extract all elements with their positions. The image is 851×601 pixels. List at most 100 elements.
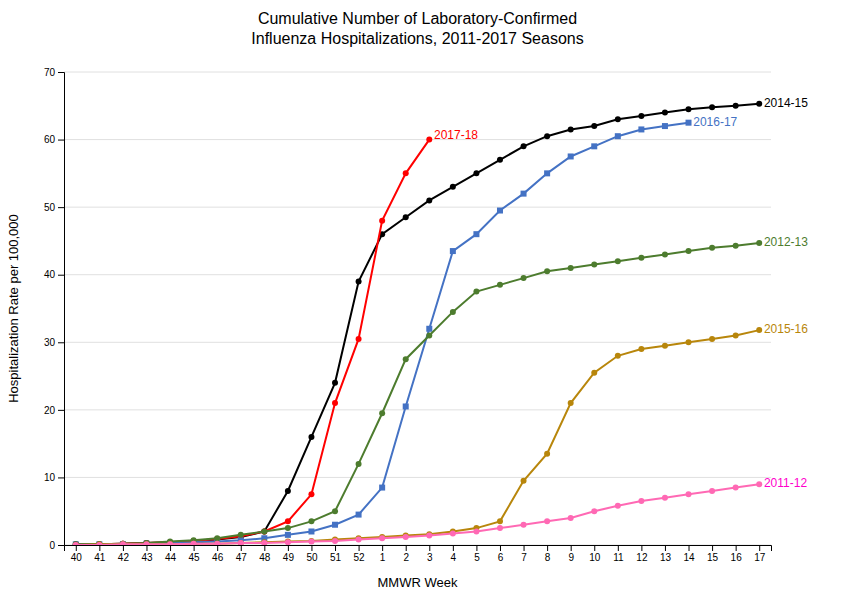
- y-tick: 50: [44, 202, 64, 213]
- tick-label: 44: [165, 552, 177, 563]
- marker: [332, 380, 338, 386]
- series: [73, 327, 762, 545]
- x-axis: 4041424344454647484950515212345678910111…: [65, 545, 772, 563]
- tick-mark: [335, 545, 336, 551]
- marker: [261, 528, 267, 534]
- tick-mark: [547, 545, 548, 551]
- marker: [238, 540, 244, 545]
- tick-label: 20: [44, 405, 56, 416]
- axis-line: [58, 73, 65, 546]
- marker: [356, 278, 362, 284]
- y-axis-title: Hospitalization Rate per 100,000: [6, 214, 21, 403]
- series: [73, 137, 433, 545]
- x-tick: 41: [94, 545, 106, 563]
- marker: [356, 512, 362, 518]
- y-tick: 70: [44, 67, 64, 78]
- marker: [285, 488, 291, 494]
- marker: [214, 541, 220, 545]
- marker: [73, 541, 79, 545]
- tick-label: 50: [306, 552, 318, 563]
- marker: [261, 528, 267, 534]
- tick-mark: [123, 545, 124, 551]
- tick-label: 11: [613, 552, 624, 563]
- marker: [356, 537, 362, 543]
- tick-mark: [712, 545, 713, 551]
- marker: [308, 539, 314, 545]
- marker: [379, 218, 385, 224]
- marker: [261, 540, 267, 545]
- x-tick: 14: [683, 545, 695, 563]
- marker: [638, 255, 644, 261]
- marker: [214, 541, 220, 545]
- grid-line: [64, 409, 771, 410]
- marker: [473, 289, 479, 295]
- marker: [521, 522, 527, 528]
- marker: [591, 262, 597, 268]
- marker: [638, 113, 644, 119]
- marker: [379, 410, 385, 416]
- marker: [686, 339, 692, 345]
- marker: [568, 126, 574, 132]
- tick-label: 6: [498, 552, 504, 563]
- marker: [615, 503, 621, 509]
- grid-line: [64, 342, 771, 343]
- tick-label: 7: [521, 552, 527, 563]
- marker: [332, 522, 338, 528]
- tick-mark: [58, 275, 64, 276]
- x-tick: 49: [283, 545, 295, 563]
- x-tick: 3: [427, 545, 433, 563]
- marker: [568, 515, 574, 521]
- marker: [167, 541, 173, 545]
- title: Cumulative Number of Laboratory-Confirme…: [251, 10, 583, 47]
- marker: [120, 541, 126, 545]
- tick-label: 9: [568, 552, 574, 563]
- marker: [403, 170, 409, 176]
- tick-label: 16: [731, 552, 743, 563]
- marker: [497, 282, 503, 288]
- tick-mark: [736, 545, 737, 551]
- marker: [426, 533, 432, 539]
- tick-label: 52: [354, 552, 366, 563]
- x-tick: 50: [306, 545, 318, 563]
- marker: [120, 541, 126, 545]
- series: [73, 240, 762, 545]
- marker: [497, 525, 503, 531]
- y-tick: 10: [44, 472, 64, 483]
- tick-mark: [665, 545, 666, 551]
- tick-label: 2: [403, 552, 409, 563]
- grid-line: [64, 477, 771, 478]
- marker: [120, 541, 126, 545]
- annotation: 2017-18: [434, 128, 478, 142]
- tick-label: 10: [44, 472, 56, 483]
- marker: [544, 133, 550, 139]
- marker: [733, 333, 739, 339]
- marker: [426, 197, 432, 203]
- marker: [756, 481, 762, 487]
- marker: [733, 243, 739, 249]
- marker: [615, 258, 621, 264]
- marker: [686, 491, 692, 497]
- marker: [96, 542, 102, 545]
- marker: [544, 518, 550, 524]
- marker: [662, 110, 668, 116]
- marker: [403, 534, 409, 540]
- marker: [709, 488, 715, 494]
- tick-mark: [406, 545, 407, 551]
- marker: [96, 541, 102, 545]
- tick-mark: [58, 410, 64, 411]
- marker: [356, 336, 362, 342]
- marker: [662, 123, 668, 129]
- x-tick: 17: [754, 545, 766, 563]
- marker: [615, 116, 621, 122]
- marker: [73, 542, 79, 545]
- x-tick: 40: [71, 545, 83, 563]
- title-line: Influenza Hospitalizations, 2011-2017 Se…: [251, 30, 583, 47]
- marker: [426, 333, 432, 339]
- x-tick: 48: [259, 545, 271, 563]
- x-tick: 2: [403, 545, 409, 563]
- tick-label: 49: [283, 552, 295, 563]
- marker: [686, 106, 692, 112]
- marker: [379, 485, 385, 491]
- series-line: [76, 243, 759, 544]
- marker: [497, 157, 503, 163]
